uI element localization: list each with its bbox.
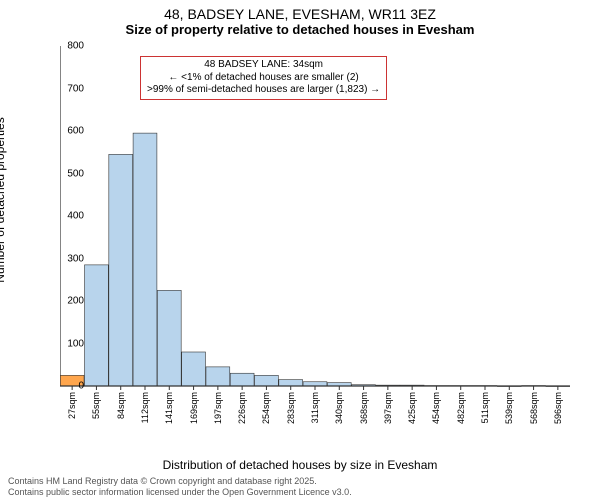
histogram-bar xyxy=(109,154,133,386)
y-tick: 300 xyxy=(54,253,84,264)
x-tick: 27sqm xyxy=(67,392,77,419)
x-tick: 568sqm xyxy=(529,392,539,424)
y-tick: 100 xyxy=(54,338,84,349)
y-tick: 800 xyxy=(54,41,84,52)
x-tick: 397sqm xyxy=(383,392,393,424)
annotation-line3: >99% of semi-detached houses are larger … xyxy=(147,84,380,97)
x-tick: 425sqm xyxy=(407,392,417,424)
histogram-bar xyxy=(230,373,254,386)
y-tick: 500 xyxy=(54,168,84,179)
x-tick: 482sqm xyxy=(456,392,466,424)
x-tick: 311sqm xyxy=(310,392,320,423)
y-tick: 700 xyxy=(54,83,84,94)
histogram-bar xyxy=(85,265,109,386)
chart-container: 48, BADSEY LANE, EVESHAM, WR11 3EZ Size … xyxy=(0,0,600,500)
page-title: 48, BADSEY LANE, EVESHAM, WR11 3EZ xyxy=(0,0,600,22)
footer-attribution: Contains HM Land Registry data © Crown c… xyxy=(8,476,352,498)
y-tick: 0 xyxy=(54,381,84,392)
page-subtitle: Size of property relative to detached ho… xyxy=(0,22,600,41)
histogram-bar xyxy=(279,380,303,386)
y-tick: 600 xyxy=(54,126,84,137)
chart-area: 48 BADSEY LANE: 34sqm ← <1% of detached … xyxy=(60,46,570,426)
x-tick: 254sqm xyxy=(261,392,271,424)
histogram-bar xyxy=(182,352,206,386)
histogram-bar xyxy=(157,290,181,386)
x-tick: 55sqm xyxy=(91,392,101,419)
x-tick: 226sqm xyxy=(237,392,247,424)
histogram-bar xyxy=(255,375,279,386)
histogram-plot xyxy=(60,46,570,426)
x-tick: 596sqm xyxy=(553,392,563,424)
x-axis-label: Distribution of detached houses by size … xyxy=(0,458,600,472)
x-tick: 141sqm xyxy=(164,392,174,424)
x-tick: 169sqm xyxy=(189,392,199,424)
x-tick: 283sqm xyxy=(286,392,296,424)
y-axis-label: Number of detached properties xyxy=(0,117,7,282)
annotation-box: 48 BADSEY LANE: 34sqm ← <1% of detached … xyxy=(140,56,387,100)
footer-line1: Contains HM Land Registry data © Crown c… xyxy=(8,476,317,486)
x-tick: 112sqm xyxy=(140,392,150,423)
x-tick: 454sqm xyxy=(431,392,441,424)
footer-line2: Contains public sector information licen… xyxy=(8,487,352,497)
y-tick: 400 xyxy=(54,211,84,222)
y-tick: 200 xyxy=(54,296,84,307)
annotation-line2: ← <1% of detached houses are smaller (2) xyxy=(147,72,380,85)
x-tick: 84sqm xyxy=(116,392,126,419)
x-tick: 511sqm xyxy=(480,392,490,423)
x-tick: 340sqm xyxy=(334,392,344,424)
annotation-line1: 48 BADSEY LANE: 34sqm xyxy=(147,59,380,72)
histogram-bar xyxy=(133,133,157,386)
histogram-bar xyxy=(206,367,230,386)
x-tick: 197sqm xyxy=(213,392,223,424)
histogram-bar xyxy=(303,382,327,386)
x-tick: 368sqm xyxy=(359,392,369,424)
x-tick: 539sqm xyxy=(504,392,514,424)
